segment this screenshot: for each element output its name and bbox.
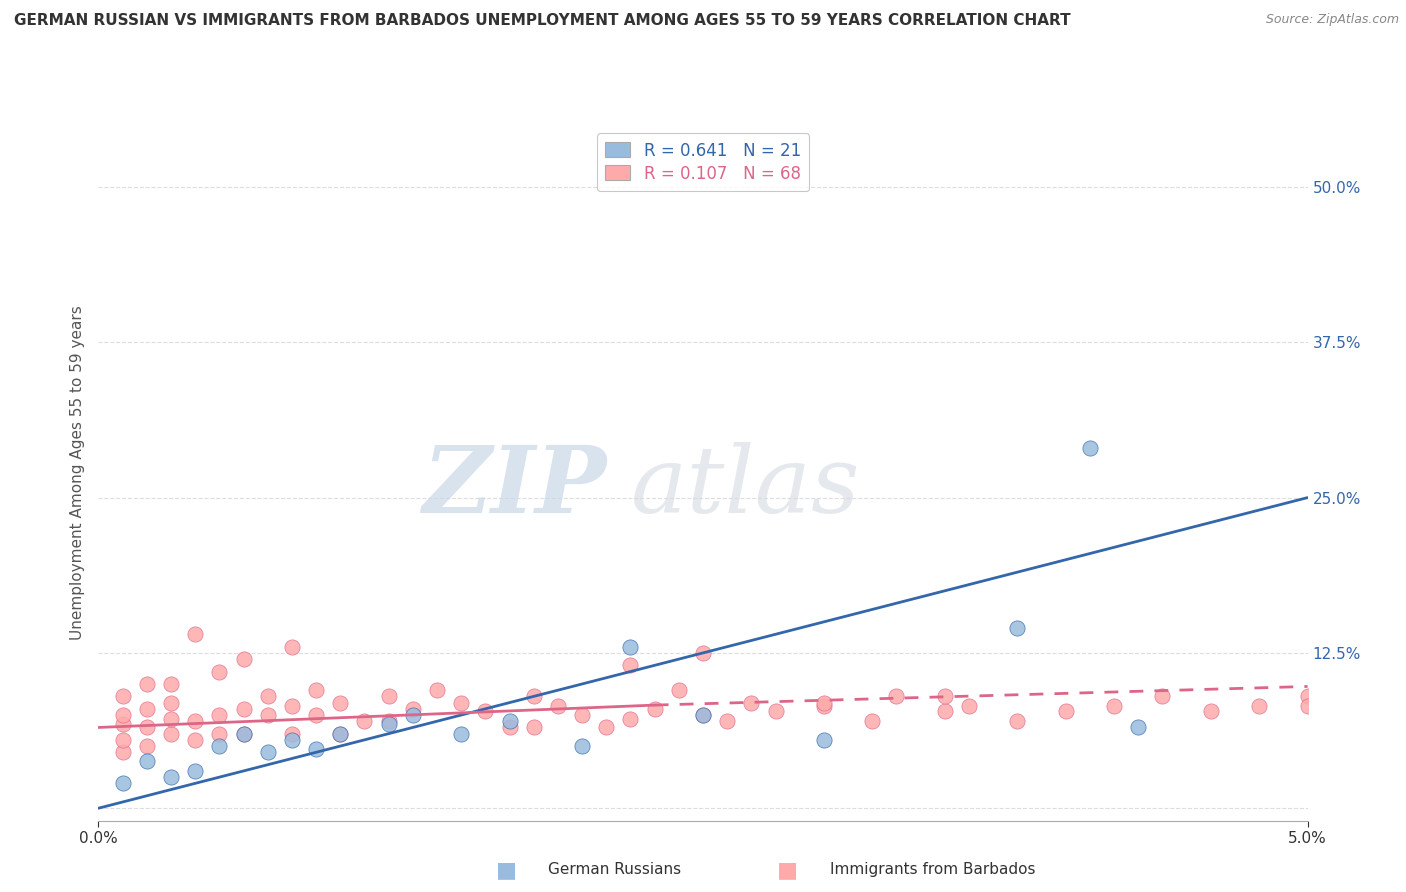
Point — [1296, 699, 1319, 714]
Text: ■: ■ — [496, 860, 516, 880]
Point — [305, 741, 328, 756]
Point — [498, 721, 520, 735]
Point — [281, 726, 304, 740]
Point — [692, 708, 714, 723]
Point — [668, 683, 690, 698]
Point — [1007, 714, 1029, 729]
Point — [619, 712, 641, 726]
Y-axis label: Unemployment Among Ages 55 to 59 years: Unemployment Among Ages 55 to 59 years — [69, 305, 84, 640]
Point — [716, 714, 738, 729]
Point — [232, 726, 254, 740]
Point — [813, 732, 835, 747]
Point — [523, 690, 546, 704]
Point — [1078, 441, 1101, 455]
Point — [135, 702, 157, 716]
Point — [111, 732, 134, 747]
Text: German Russians: German Russians — [548, 863, 682, 877]
Point — [232, 702, 254, 716]
Point — [111, 716, 134, 731]
Point — [1199, 704, 1222, 718]
Point — [160, 770, 183, 784]
Point — [474, 704, 496, 718]
Point — [184, 732, 207, 747]
Point — [329, 696, 352, 710]
Point — [184, 764, 207, 778]
Point — [232, 726, 254, 740]
Point — [498, 714, 520, 729]
Point — [450, 696, 472, 710]
Point — [208, 708, 231, 723]
Point — [813, 696, 835, 710]
Point — [208, 726, 231, 740]
Point — [377, 714, 399, 729]
Point — [692, 708, 714, 723]
Point — [135, 739, 157, 753]
Point — [160, 677, 183, 691]
Point — [571, 708, 593, 723]
Point — [281, 699, 304, 714]
Point — [1249, 699, 1271, 714]
Point — [1007, 621, 1029, 635]
Point — [111, 745, 134, 759]
Point — [184, 627, 207, 641]
Point — [208, 739, 231, 753]
Point — [160, 712, 183, 726]
Point — [523, 721, 546, 735]
Point — [619, 658, 641, 673]
Point — [281, 732, 304, 747]
Point — [377, 690, 399, 704]
Point — [135, 754, 157, 768]
Point — [135, 721, 157, 735]
Legend: R = 0.641   N = 21, R = 0.107   N = 68: R = 0.641 N = 21, R = 0.107 N = 68 — [598, 133, 808, 191]
Point — [1128, 721, 1150, 735]
Text: GERMAN RUSSIAN VS IMMIGRANTS FROM BARBADOS UNEMPLOYMENT AMONG AGES 55 TO 59 YEAR: GERMAN RUSSIAN VS IMMIGRANTS FROM BARBAD… — [14, 13, 1071, 29]
Point — [450, 726, 472, 740]
Point — [256, 690, 278, 704]
Point — [402, 708, 425, 723]
Point — [426, 683, 449, 698]
Point — [135, 677, 157, 691]
Point — [1152, 690, 1174, 704]
Point — [232, 652, 254, 666]
Point — [1054, 704, 1077, 718]
Point — [934, 704, 956, 718]
Point — [160, 696, 183, 710]
Point — [305, 683, 328, 698]
Text: atlas: atlas — [630, 442, 860, 532]
Point — [644, 702, 666, 716]
Text: Source: ZipAtlas.com: Source: ZipAtlas.com — [1265, 13, 1399, 27]
Text: Immigrants from Barbados: Immigrants from Barbados — [830, 863, 1035, 877]
Point — [1296, 690, 1319, 704]
Point — [595, 721, 617, 735]
Point — [1102, 699, 1125, 714]
Point — [329, 726, 352, 740]
Text: ZIP: ZIP — [422, 442, 606, 532]
Point — [111, 776, 134, 790]
Point — [765, 704, 787, 718]
Text: ■: ■ — [778, 860, 797, 880]
Point — [402, 702, 425, 716]
Point — [256, 708, 278, 723]
Point — [692, 646, 714, 660]
Point — [208, 665, 231, 679]
Point — [353, 714, 375, 729]
Point — [886, 690, 908, 704]
Point — [957, 699, 980, 714]
Point — [860, 714, 883, 729]
Point — [256, 745, 278, 759]
Point — [934, 690, 956, 704]
Point — [377, 716, 399, 731]
Point — [111, 708, 134, 723]
Point — [547, 699, 569, 714]
Point — [619, 640, 641, 654]
Point — [160, 726, 183, 740]
Point — [813, 699, 835, 714]
Point — [329, 726, 352, 740]
Point — [305, 708, 328, 723]
Point — [281, 640, 304, 654]
Point — [740, 696, 762, 710]
Point — [184, 714, 207, 729]
Point — [571, 739, 593, 753]
Point — [111, 690, 134, 704]
